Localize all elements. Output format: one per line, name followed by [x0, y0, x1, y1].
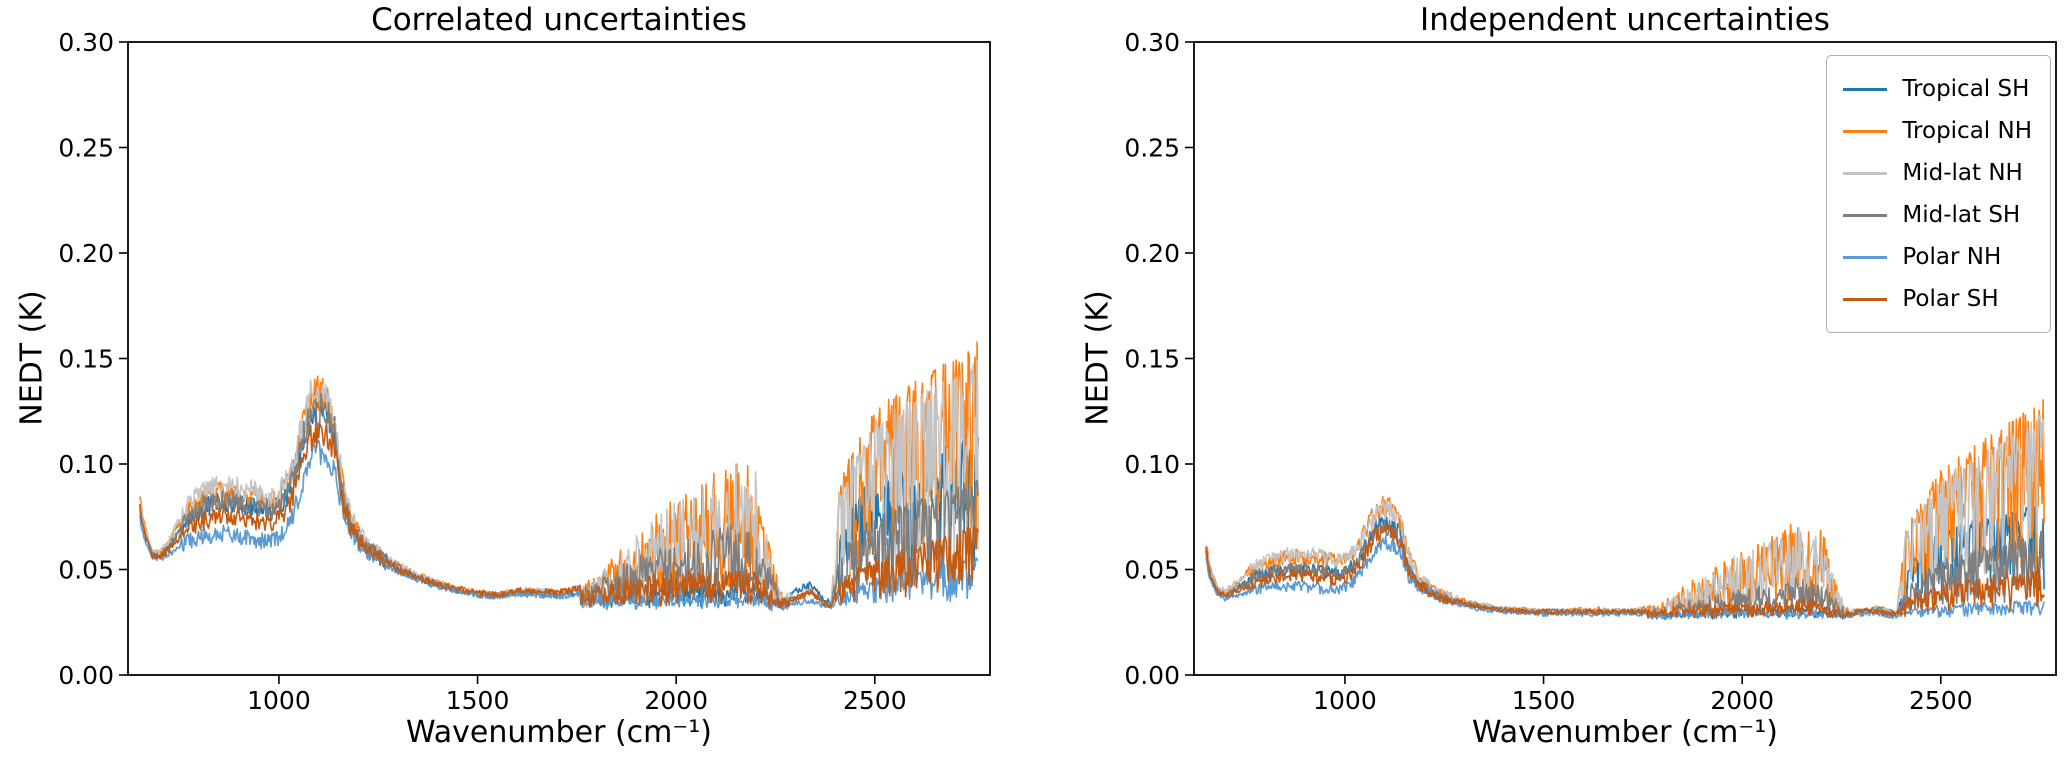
legend-swatch — [1843, 213, 1888, 217]
series-line-polar-sh-p0 — [139, 422, 979, 610]
axes-frame — [127, 41, 991, 676]
left-y-axis-label: NEDT (K) — [14, 290, 50, 426]
y-tick-label: 0.25 — [58, 134, 114, 163]
y-tick-label: 0.15 — [58, 345, 114, 374]
legend-swatch — [1843, 87, 1888, 91]
legend-item-mid-lat-sh: Mid-lat SH — [1843, 194, 2032, 236]
legend-label: Polar SH — [1902, 286, 1999, 312]
x-tick-label: 2000 — [644, 686, 708, 715]
y-tick-label: 0.30 — [1124, 28, 1180, 57]
left-x-axis-label: Wavenumber (cm⁻¹) — [406, 715, 712, 750]
right-x-axis-label: Wavenumber (cm⁻¹) — [1472, 715, 1778, 750]
legend-label: Polar NH — [1902, 244, 2002, 270]
left-panel-title: Correlated uncertainties — [371, 2, 747, 38]
right-y-axis-label: NEDT (K) — [1080, 290, 1116, 426]
y-tick-label: 0.15 — [1124, 345, 1180, 374]
legend-swatch — [1843, 255, 1888, 259]
series-line-polar-nh-p0 — [139, 439, 979, 612]
legend-item-tropical-nh: Tropical NH — [1843, 110, 2032, 152]
y-tick-label: 0.00 — [58, 661, 114, 690]
legend-label: Tropical SH — [1902, 76, 2030, 102]
y-tick-label: 0.30 — [58, 28, 114, 57]
y-tick-label: 0.10 — [1124, 450, 1180, 479]
legend-swatch — [1843, 297, 1888, 301]
legend-swatch — [1843, 171, 1888, 175]
series-line-mid-lat-nh-p0 — [139, 360, 979, 610]
x-tick-label: 1500 — [1512, 686, 1576, 715]
y-tick-label: 0.10 — [58, 450, 114, 479]
y-tick-label: 0.20 — [1124, 239, 1180, 268]
y-tick-label: 0.25 — [1124, 134, 1180, 163]
x-tick-label: 1000 — [1313, 686, 1377, 715]
series-line-mid-lat-sh-p1 — [1205, 519, 2045, 619]
x-tick-label: 2500 — [843, 686, 907, 715]
y-tick-label: 0.05 — [1124, 556, 1180, 585]
legend-item-tropical-sh: Tropical SH — [1843, 68, 2032, 110]
x-tick-label: 2500 — [1909, 686, 1973, 715]
legend-item-polar-sh: Polar SH — [1843, 278, 2032, 320]
x-tick-label: 1000 — [247, 686, 311, 715]
y-tick-label: 0.00 — [1124, 661, 1180, 690]
y-tick-label: 0.20 — [58, 239, 114, 268]
y-tick-label: 0.05 — [58, 556, 114, 585]
x-tick-label: 1500 — [446, 686, 510, 715]
legend-item-mid-lat-nh: Mid-lat NH — [1843, 152, 2032, 194]
legend: Tropical SH Tropical NH Mid-lat NH Mid-lat … — [1826, 55, 2051, 333]
legend-item-polar-nh: Polar NH — [1843, 236, 2032, 278]
legend-label: Mid-lat SH — [1902, 202, 2021, 228]
x-tick-label: 2000 — [1710, 686, 1774, 715]
legend-label: Mid-lat NH — [1902, 160, 2023, 186]
right-panel-title: Independent uncertainties — [1420, 2, 1830, 38]
series-line-polar-sh-p1 — [1205, 524, 2045, 619]
legend-label: Tropical NH — [1902, 118, 2032, 144]
legend-swatch — [1843, 129, 1888, 133]
